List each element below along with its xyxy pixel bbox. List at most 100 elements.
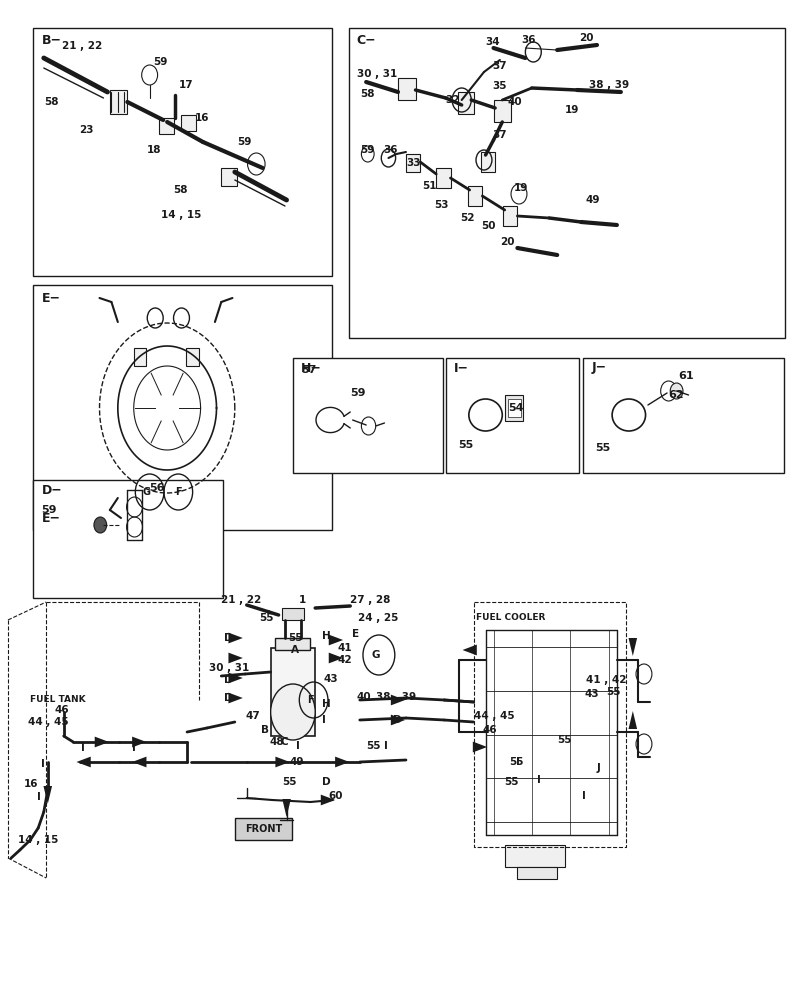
Text: 59: 59 [153,57,167,67]
Text: 47: 47 [245,711,260,721]
Text: 24 , 25: 24 , 25 [358,613,399,623]
Text: 54: 54 [508,403,523,413]
Text: I: I [296,741,300,751]
Text: 36: 36 [384,145,398,155]
Text: 19: 19 [513,183,528,193]
Text: 60: 60 [328,791,342,801]
Text: 55: 55 [282,777,296,787]
Text: H: H [322,699,330,709]
Polygon shape [321,795,335,805]
Bar [235,818,292,840]
Text: H−: H− [301,361,322,374]
Bar [517,867,557,879]
Circle shape [271,684,315,740]
Text: E−: E− [41,292,60,304]
Text: I−: I− [454,361,469,374]
Bar [159,118,174,134]
Polygon shape [391,715,405,725]
Text: 49: 49 [290,757,304,767]
Polygon shape [228,693,243,703]
Text: 55: 55 [288,633,302,643]
Bar [186,348,199,366]
Text: I: I [37,792,41,802]
Text: 44 , 45: 44 , 45 [28,717,68,727]
Bar [503,206,517,226]
Bar [221,168,237,186]
Text: 30 , 31: 30 , 31 [357,69,397,79]
Text: D: D [322,777,330,787]
Bar [505,395,523,421]
Bar [33,480,223,598]
Bar [508,399,521,417]
Circle shape [94,517,107,533]
Text: 59: 59 [237,137,252,147]
Bar [481,152,495,172]
Text: I: I [537,775,541,785]
Bar [282,608,304,620]
Text: 17: 17 [179,80,193,90]
Polygon shape [228,633,243,643]
Text: F: F [175,487,181,497]
Text: G: G [142,487,150,497]
Text: 44 , 45: 44 , 45 [474,711,515,721]
Text: 42: 42 [338,655,352,665]
Polygon shape [228,653,243,663]
Text: I: I [322,715,326,725]
Bar [494,100,511,122]
Text: D: D [393,715,402,725]
Text: D: D [224,633,232,643]
Text: 37: 37 [492,61,506,71]
Text: C: C [280,737,288,747]
Text: 20: 20 [579,33,594,43]
Text: 61: 61 [678,371,694,381]
Bar [436,168,451,188]
Text: 23: 23 [80,125,94,135]
Text: 35: 35 [492,81,506,91]
Text: 43: 43 [584,689,599,699]
Polygon shape [462,645,477,655]
Text: I: I [41,759,45,769]
Text: FUEL COOLER: FUEL COOLER [476,613,545,622]
Bar [134,348,146,366]
Text: FRONT: FRONT [245,824,282,834]
Bar [446,358,579,473]
Text: 34: 34 [486,37,500,47]
Bar [583,358,784,473]
Polygon shape [329,653,343,663]
Bar [406,154,420,172]
Text: 59: 59 [350,388,365,398]
Text: F: F [307,695,314,705]
Bar [458,92,474,114]
Bar [275,638,310,650]
Polygon shape [132,757,146,767]
Text: 62: 62 [669,390,685,400]
Text: 20: 20 [500,237,514,247]
Bar [271,648,315,736]
Text: 21 , 22: 21 , 22 [62,41,103,51]
Bar [33,28,332,276]
Text: 41: 41 [338,643,352,653]
Text: 48: 48 [269,737,283,747]
Text: 52: 52 [460,213,474,223]
Text: 32: 32 [446,95,460,105]
Polygon shape [391,695,405,705]
Text: I: I [132,743,136,753]
Text: 55: 55 [458,440,473,450]
Text: E: E [352,629,359,639]
Bar [33,285,332,530]
Text: 1: 1 [298,595,306,605]
Text: D: D [224,675,232,685]
Text: 51: 51 [422,181,436,191]
Text: 37: 37 [492,130,506,140]
Text: 57: 57 [301,365,316,375]
Text: 18: 18 [147,145,162,155]
Text: 33: 33 [406,158,420,168]
Text: 14 , 15: 14 , 15 [161,210,201,220]
Text: I: I [516,757,520,767]
Text: 38 , 39: 38 , 39 [376,692,416,702]
Polygon shape [283,799,291,817]
Text: 30 , 31: 30 , 31 [209,663,249,673]
Text: 58: 58 [360,89,374,99]
Bar [349,28,785,338]
Bar [398,78,416,100]
